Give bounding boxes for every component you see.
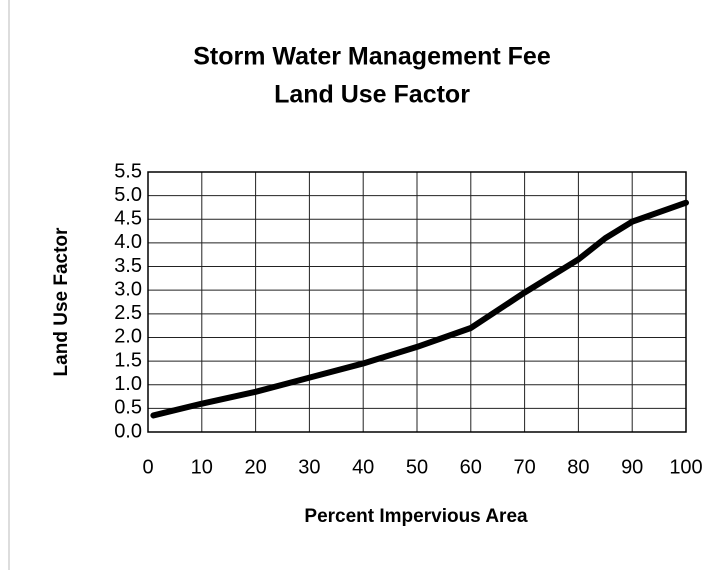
y-tick-label: 1.5 xyxy=(114,349,142,371)
x-tick-label: 70 xyxy=(513,456,535,478)
y-tick-label: 2.0 xyxy=(114,326,142,348)
x-tick-label: 10 xyxy=(191,456,213,478)
chart-title: Storm Water Management Fee xyxy=(193,43,551,71)
x-tick-label: 80 xyxy=(567,456,589,478)
x-tick-label: 50 xyxy=(406,456,428,478)
y-tick-label: 0.0 xyxy=(114,420,142,442)
y-tick-label: 0.5 xyxy=(114,397,142,419)
y-tick-label: 1.0 xyxy=(114,373,142,395)
plot-border xyxy=(147,171,687,433)
data-line xyxy=(150,199,689,419)
x-tick-label: 30 xyxy=(298,456,320,478)
y-tick-label: 2.5 xyxy=(114,302,142,324)
y-tick-label: 4.5 xyxy=(114,208,142,230)
x-tick-label: 20 xyxy=(244,456,266,478)
x-tick-label: 40 xyxy=(352,456,374,478)
y-tick-label: 3.0 xyxy=(114,278,142,300)
y-tick-label: 5.0 xyxy=(114,184,142,206)
x-tick-label: 0 xyxy=(142,456,153,478)
y-tick-label: 5.5 xyxy=(114,160,142,182)
y-tick-label: 3.5 xyxy=(114,255,142,277)
x-axis-label: Percent Impervious Area xyxy=(304,506,528,527)
y-tick-label: 4.0 xyxy=(114,231,142,253)
chart-title: Land Use Factor xyxy=(274,81,470,109)
x-tick-label: 100 xyxy=(669,456,702,478)
x-tick-label: 90 xyxy=(621,456,643,478)
x-tick-label: 60 xyxy=(460,456,482,478)
y-axis-label: Land Use Factor xyxy=(51,227,72,376)
